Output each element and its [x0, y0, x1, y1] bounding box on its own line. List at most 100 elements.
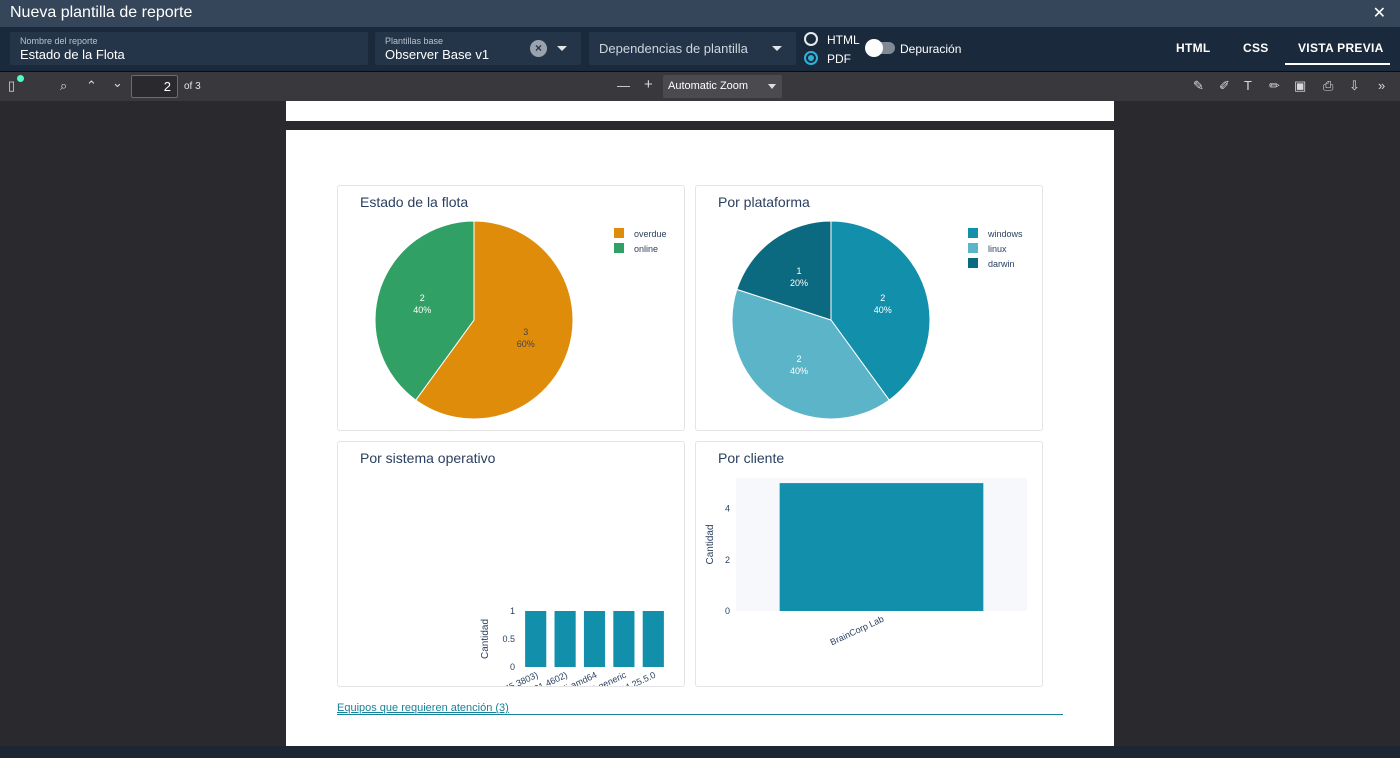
edit-document-icon[interactable]: ✎: [1193, 78, 1204, 93]
slice-value-label: 3: [523, 327, 528, 337]
bar: [642, 611, 664, 667]
active-tab-indicator: [1285, 63, 1390, 65]
zoom-in-icon[interactable]: +: [644, 76, 653, 93]
chart-card-cliente: Por cliente 0 2 4 Cantidad BrainCorp Lab: [695, 441, 1043, 687]
slice-value-label: 2: [420, 293, 425, 303]
page-count: of 3: [184, 81, 201, 92]
previous-page: [286, 101, 1114, 121]
pie-slice-windows: [830, 220, 931, 401]
chart-title: Por sistema operativo: [360, 450, 496, 466]
zoom-out-icon[interactable]: —: [617, 78, 630, 93]
more-tools-icon[interactable]: »: [1378, 78, 1386, 93]
page-number-input[interactable]: 2: [131, 75, 178, 98]
slice-percent-label: 60%: [517, 339, 535, 349]
bottom-bar: [0, 746, 1400, 758]
chevron-down-icon[interactable]: ⌄: [112, 75, 123, 90]
bar: [525, 611, 547, 667]
chart-card-sistema: Por sistema operativo 0 0.5 1 Cantidad Windo…: [337, 441, 685, 687]
pie-chart-plataforma: 2 40% windows 2 40% linux 1 20% darwin: [731, 220, 1023, 420]
tab-html[interactable]: HTML: [1176, 41, 1211, 55]
zoom-select[interactable]: Automatic Zoom: [663, 75, 782, 98]
y-tick-label: 4: [725, 504, 730, 514]
chevron-up-icon[interactable]: ⌃: [86, 78, 97, 93]
report-name-label: Nombre del reporte: [20, 36, 98, 46]
search-icon[interactable]: ⌕: [60, 78, 68, 93]
pie-slice-linux: [731, 288, 890, 420]
chart-card-plataforma: Por plataforma 2 40% windows 2 40% linux 1 20% d…: [695, 185, 1043, 431]
legend-swatch: [614, 243, 624, 253]
bar: [583, 611, 606, 667]
legend-label: windows: [987, 229, 1023, 239]
draw-icon[interactable]: ✏: [1269, 78, 1280, 93]
zoom-value: Automatic Zoom: [668, 80, 749, 92]
slice-percent-label: 40%: [790, 366, 808, 376]
format-html-radio[interactable]: [804, 32, 818, 46]
chart-title: Por cliente: [718, 450, 785, 466]
slice-value-label: 2: [796, 354, 801, 364]
print-icon[interactable]: ⎙: [1323, 78, 1334, 93]
sidebar-toggle-icon[interactable]: ▯: [8, 78, 16, 93]
y-axis-label: Cantidad: [480, 619, 491, 659]
base-templates-value: Observer Base v1: [385, 47, 490, 62]
highlight-icon[interactable]: ✐: [1219, 78, 1230, 93]
bar: [613, 611, 635, 667]
base-templates-select[interactable]: Plantillas base Observer Base v1 ×: [375, 32, 581, 65]
attention-section-link[interactable]: Equipos que requieren atención (3): [337, 702, 509, 714]
x-tick-label: Windows 10 Pro, 64 bit v22H2 (build 1904…: [355, 670, 539, 686]
image-icon[interactable]: ▣: [1294, 78, 1307, 93]
y-tick-label: 0: [725, 606, 730, 616]
chevron-down-icon: [768, 84, 776, 89]
slice-percent-label: 40%: [413, 305, 431, 315]
clear-icon[interactable]: ×: [530, 40, 547, 57]
format-html-label[interactable]: HTML: [827, 33, 860, 47]
legend-label: linux: [988, 244, 1007, 254]
chart-title: Por plataforma: [718, 194, 810, 210]
chevron-down-icon[interactable]: [557, 46, 567, 51]
format-pdf-radio[interactable]: [804, 51, 818, 65]
legend-label: online: [634, 244, 658, 254]
tab-css[interactable]: CSS: [1243, 41, 1269, 55]
bar-chart-sistema: 0 0.5 1 Cantidad Windows 10 Pro, 64 bit v22H…: [355, 606, 664, 686]
legend-swatch: [614, 228, 624, 238]
report-name-field[interactable]: Nombre del reporte Estado de la Flota: [10, 32, 368, 65]
section-divider: [337, 714, 1063, 715]
base-templates-label: Plantillas base: [385, 36, 444, 46]
y-tick-label: 0: [510, 662, 515, 672]
debug-toggle[interactable]: [865, 39, 895, 57]
pdf-toolbar: ▯ ⌕ ⌃ ⌄ 2 of 3 — + Automatic Zoom ✎ ✐ T …: [0, 71, 1400, 101]
report-name-value[interactable]: Estado de la Flota: [20, 47, 125, 62]
bar: [779, 483, 984, 611]
legend-label: overdue: [634, 229, 667, 239]
slice-percent-label: 40%: [874, 305, 892, 315]
pie-slice-online: [374, 220, 475, 401]
text-icon[interactable]: T: [1244, 78, 1252, 93]
legend-swatch: [968, 243, 978, 253]
y-tick-label: 0.5: [502, 634, 515, 644]
legend-swatch: [968, 228, 978, 238]
chart-card-estado: Estado de la flota 3 60% overdue 2 40% online: [337, 185, 685, 431]
legend-swatch: [968, 258, 978, 268]
pie-slice-darwin: [736, 220, 832, 321]
debug-label: Depuración: [900, 42, 962, 56]
format-pdf-label[interactable]: PDF: [827, 52, 851, 66]
tab-vista-previa[interactable]: VISTA PREVIA: [1298, 41, 1384, 55]
x-tick-label: BrainCorp Lab: [829, 614, 886, 648]
close-icon[interactable]: ✕: [1372, 5, 1386, 22]
editor-toolbar: Nombre del reporte Estado de la Flota Pl…: [0, 27, 1400, 71]
download-icon[interactable]: ⇩: [1349, 78, 1360, 93]
pdf-viewer[interactable]: Estado de la flota 3 60% overdue 2 40% online…: [0, 101, 1400, 746]
slice-value-label: 1: [796, 266, 801, 276]
title-bar: Nueva plantilla de reporte ✕: [0, 0, 1400, 27]
notification-dot: [17, 75, 24, 82]
dependencies-placeholder: Dependencias de plantilla: [599, 41, 748, 56]
chevron-down-icon[interactable]: [772, 46, 782, 51]
pie-slice-overdue: [415, 220, 574, 420]
y-tick-label: 2: [725, 555, 730, 565]
y-tick-label: 1: [510, 606, 515, 616]
x-tick-label: Windows 11 Pro, 64 bit v23H2 (build 2263…: [385, 670, 569, 686]
bar-chart-cliente: 0 2 4 Cantidad BrainCorp Lab: [705, 478, 1027, 648]
window-title: Nueva plantilla de reporte: [10, 4, 193, 21]
pie-chart-estado: 3 60% overdue 2 40% online: [374, 220, 667, 420]
slice-value-label: 2: [880, 293, 885, 303]
dependencies-select[interactable]: Dependencias de plantilla: [589, 32, 796, 65]
